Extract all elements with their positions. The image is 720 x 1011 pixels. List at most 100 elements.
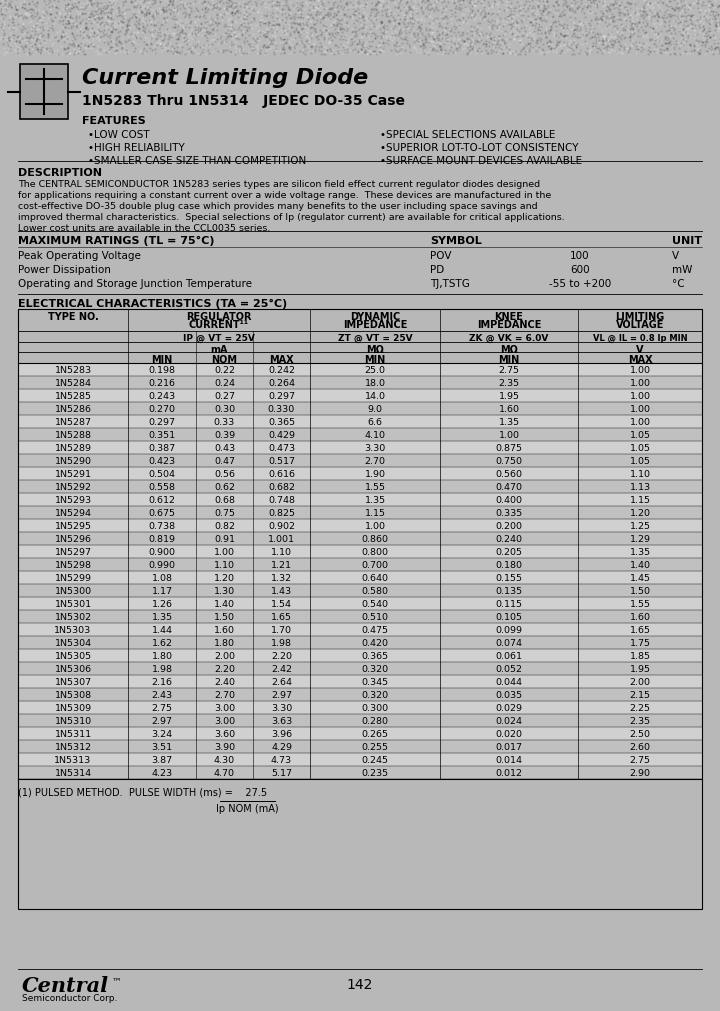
Point bbox=[426, 22, 437, 38]
Point bbox=[140, 36, 151, 53]
Point bbox=[368, 1, 379, 17]
Point bbox=[375, 16, 387, 32]
Text: 0.540: 0.540 bbox=[361, 600, 389, 609]
Point bbox=[200, 13, 212, 29]
Point bbox=[395, 22, 406, 38]
Point bbox=[528, 8, 540, 24]
Point bbox=[480, 5, 491, 21]
Point bbox=[608, 10, 619, 26]
Point bbox=[516, 31, 527, 48]
Point bbox=[357, 40, 369, 57]
Point bbox=[24, 47, 36, 63]
Point bbox=[360, 41, 372, 58]
Point bbox=[91, 7, 102, 23]
Text: mA: mA bbox=[210, 345, 228, 355]
Point bbox=[86, 21, 98, 37]
Point bbox=[483, 28, 495, 44]
Point bbox=[633, 0, 644, 11]
Point bbox=[86, 9, 97, 25]
Point bbox=[523, 37, 535, 54]
Point bbox=[22, 24, 33, 40]
Point bbox=[514, 32, 526, 49]
Point bbox=[406, 3, 418, 19]
Point bbox=[50, 10, 61, 26]
Point bbox=[618, 12, 629, 28]
Point bbox=[591, 0, 603, 14]
Text: Ip NOM (mA): Ip NOM (mA) bbox=[216, 803, 279, 813]
Point bbox=[80, 10, 91, 26]
Point bbox=[377, 0, 388, 15]
Point bbox=[517, 27, 528, 43]
Point bbox=[42, 0, 53, 12]
Point bbox=[274, 35, 286, 52]
Point bbox=[42, 23, 54, 39]
Point bbox=[330, 37, 342, 54]
Point bbox=[49, 15, 60, 31]
Point bbox=[573, 29, 585, 45]
Point bbox=[160, 15, 171, 31]
Point bbox=[80, 0, 91, 15]
Point bbox=[377, 35, 388, 52]
Bar bbox=[19, 364, 701, 377]
Point bbox=[334, 22, 346, 38]
Point bbox=[690, 33, 701, 50]
Point bbox=[456, 33, 468, 50]
Point bbox=[552, 37, 563, 54]
Point bbox=[523, 43, 535, 60]
Point bbox=[301, 0, 312, 11]
Point bbox=[112, 42, 123, 59]
Point bbox=[629, 16, 641, 32]
Point bbox=[611, 27, 623, 43]
Point bbox=[512, 12, 523, 28]
Point bbox=[179, 30, 191, 47]
Point bbox=[644, 31, 656, 48]
Point bbox=[130, 10, 142, 26]
Point bbox=[323, 25, 334, 41]
Point bbox=[585, 0, 597, 11]
Point bbox=[682, 0, 693, 14]
Point bbox=[186, 27, 198, 43]
Point bbox=[498, 39, 510, 56]
Point bbox=[91, 0, 103, 15]
Point bbox=[308, 0, 320, 9]
Point bbox=[240, 7, 251, 23]
Point bbox=[677, 27, 688, 43]
Point bbox=[299, 37, 310, 54]
Point bbox=[512, 18, 523, 34]
Point bbox=[274, 28, 286, 44]
Point bbox=[190, 27, 202, 43]
Point bbox=[59, 20, 71, 36]
Point bbox=[542, 35, 554, 52]
Point bbox=[638, 12, 649, 28]
Text: 142: 142 bbox=[347, 977, 373, 991]
Point bbox=[203, 18, 215, 34]
Point bbox=[126, 10, 138, 26]
Point bbox=[681, 45, 693, 62]
Point bbox=[125, 11, 136, 27]
Point bbox=[534, 20, 545, 36]
Point bbox=[534, 42, 546, 59]
Point bbox=[351, 14, 363, 30]
Point bbox=[552, 30, 563, 47]
Point bbox=[534, 33, 545, 50]
Point bbox=[71, 3, 83, 19]
Point bbox=[25, 28, 37, 44]
Point bbox=[68, 47, 80, 63]
Point bbox=[399, 20, 410, 36]
Point bbox=[701, 14, 713, 30]
Point bbox=[695, 19, 706, 35]
Point bbox=[382, 21, 393, 37]
Point bbox=[256, 9, 267, 25]
Point bbox=[41, 40, 53, 57]
Point bbox=[161, 10, 172, 26]
Point bbox=[454, 2, 465, 18]
Point bbox=[91, 14, 102, 30]
Point bbox=[104, 27, 116, 43]
Point bbox=[18, 45, 30, 62]
Point bbox=[582, 40, 593, 57]
Text: 0.420: 0.420 bbox=[361, 638, 389, 647]
Point bbox=[238, 33, 249, 50]
Point bbox=[189, 23, 201, 39]
Point bbox=[487, 0, 499, 12]
Text: 1.80: 1.80 bbox=[214, 638, 235, 647]
